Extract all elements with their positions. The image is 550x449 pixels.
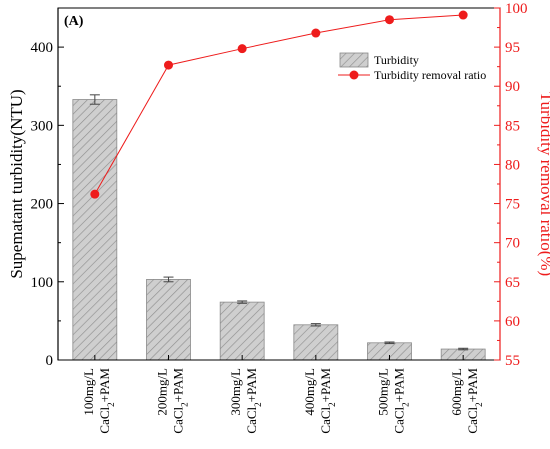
x-category-label-line2: CaCl2+PAM: [465, 368, 484, 434]
right-tick-label: 75: [505, 197, 520, 213]
x-category-label-line2: CaCl2+PAM: [392, 368, 411, 434]
legend-ratio-marker: [349, 70, 359, 80]
right-tick-label: 100: [505, 1, 528, 17]
right-tick-label: 65: [505, 275, 520, 291]
removal-ratio-point: [458, 10, 468, 20]
x-category-label-line1: 300mg/L: [228, 368, 243, 416]
x-category-label-line2: CaCl2+PAM: [244, 368, 263, 434]
legend-turbidity-label: Turbidity: [374, 53, 419, 67]
right-tick-label: 85: [505, 118, 520, 134]
removal-ratio-point: [237, 44, 247, 54]
x-category-label-additive: +PAM: [171, 368, 186, 403]
x-category-label-line1: 500mg/L: [376, 368, 391, 416]
right-axis-title: Turbidity removal ratio(%): [537, 92, 550, 276]
legend: Turbidity Turbidity removal ratio: [338, 52, 486, 82]
left-tick-label: 300: [31, 118, 54, 134]
x-category-label-subscript: 2: [253, 402, 263, 407]
turbidity-bar: [219, 301, 265, 361]
left-axis-title: Supematant turbidity(NTU): [7, 89, 26, 278]
left-tick-label: 0: [46, 353, 54, 369]
error-bar-group: [89, 94, 469, 351]
x-category-label-subscript: 2: [106, 402, 116, 407]
right-tick-label: 55: [505, 353, 520, 369]
x-category-label-subscript: 2: [180, 402, 190, 407]
x-category-label-additive: +PAM: [392, 368, 407, 403]
x-category-label-additive: +PAM: [244, 368, 259, 403]
x-category-label-salt: CaCl: [97, 406, 112, 433]
removal-ratio-point: [385, 15, 394, 25]
right-tick-label: 70: [505, 236, 520, 252]
panel-label: (A): [64, 14, 84, 29]
x-category-label-subscript: 2: [474, 402, 484, 407]
bar-group: [72, 99, 486, 361]
x-category-label-subscript: 2: [401, 402, 411, 407]
left-tick-label: 400: [31, 40, 54, 56]
x-category-label-additive: +PAM: [318, 368, 333, 403]
left-tick-label: 200: [31, 197, 54, 213]
x-category-label-line2: CaCl2+PAM: [318, 368, 337, 434]
legend-ratio-label: Turbidity removal ratio: [374, 68, 486, 82]
x-category-label-salt: CaCl: [465, 406, 480, 433]
right-tick-label: 80: [505, 157, 520, 173]
removal-ratio-line: [94, 14, 464, 195]
x-category-label-line2: CaCl2+PAM: [97, 368, 116, 434]
x-category-label-salt: CaCl: [171, 406, 186, 433]
x-category-label-additive: +PAM: [465, 368, 480, 403]
left-axis: 0 100 200 300 400: [31, 8, 64, 369]
line-series-group: [90, 10, 468, 199]
right-axis: 55 60 65 70 75 80 85 90 95 100: [494, 1, 528, 369]
x-category-label-line1: 100mg/L: [81, 368, 96, 416]
turbidity-bar: [146, 279, 191, 361]
plot-frame: [57, 7, 501, 361]
right-tick-label: 90: [505, 79, 520, 95]
x-category-label-line1: 600mg/L: [449, 368, 464, 416]
x-category-label-additive: +PAM: [97, 368, 112, 403]
x-category-label-salt: CaCl: [392, 406, 407, 433]
x-category-label-subscript: 2: [327, 402, 337, 407]
x-category-label-line2: CaCl2+PAM: [171, 368, 190, 434]
x-category-label-salt: CaCl: [244, 406, 259, 433]
turbidity-bar: [293, 324, 339, 361]
legend-turbidity-swatch: [339, 52, 369, 68]
x-category-label-line1: 400mg/L: [302, 368, 317, 416]
x-category-label-line1: 200mg/L: [155, 368, 170, 416]
right-tick-label: 60: [505, 314, 520, 330]
turbidity-bar: [72, 99, 118, 361]
right-tick-label: 95: [505, 40, 520, 56]
left-tick-label: 100: [31, 275, 54, 291]
removal-ratio-point: [311, 28, 321, 38]
x-category-label-salt: CaCl: [318, 406, 333, 433]
removal-ratio-point: [90, 189, 100, 199]
removal-ratio-point: [164, 60, 173, 70]
